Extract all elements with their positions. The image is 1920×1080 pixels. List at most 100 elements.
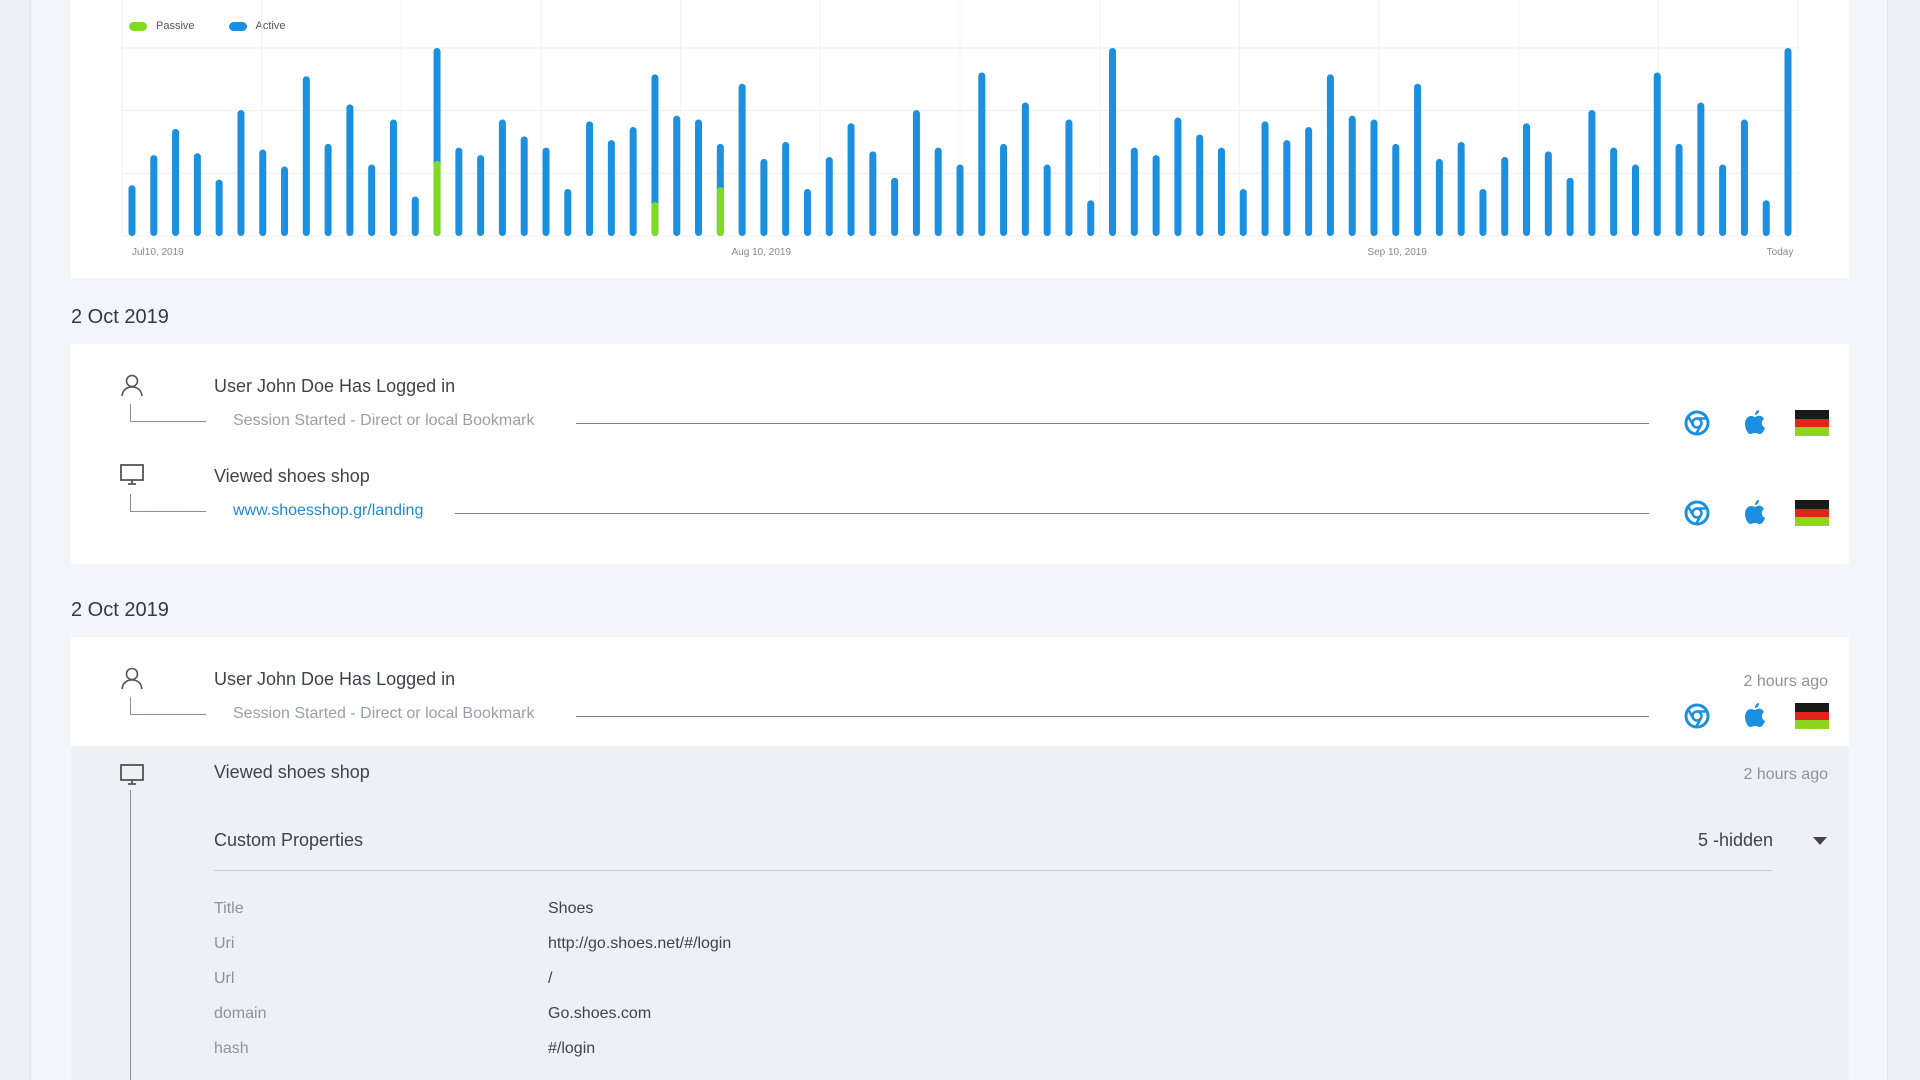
- bar-active[interactable]: [1588, 110, 1596, 236]
- bar-active[interactable]: [1740, 119, 1748, 236]
- bar-active[interactable]: [869, 151, 877, 236]
- bar-passive[interactable]: [716, 187, 724, 236]
- bar-active[interactable]: [586, 121, 594, 236]
- bar-active[interactable]: [564, 189, 572, 236]
- bar-active[interactable]: [302, 76, 310, 236]
- x-tick-label: Jul10, 2019: [132, 247, 184, 258]
- bar-active[interactable]: [1479, 189, 1487, 236]
- bar-active[interactable]: [629, 126, 637, 236]
- property-value: Go.shoes.com: [548, 1005, 652, 1022]
- bar-active[interactable]: [1762, 200, 1770, 236]
- bar-active[interactable]: [1152, 155, 1160, 236]
- bar-active[interactable]: [1130, 147, 1138, 236]
- bar-active[interactable]: [150, 155, 158, 236]
- bar-active[interactable]: [803, 189, 811, 236]
- bar-active[interactable]: [1065, 119, 1073, 236]
- bar-active[interactable]: [1021, 102, 1029, 237]
- event-title: Viewed shoes shop: [214, 762, 370, 782]
- bar-active[interactable]: [411, 196, 419, 236]
- bar-active[interactable]: [1239, 189, 1247, 236]
- bar-active[interactable]: [520, 136, 528, 236]
- bar-active[interactable]: [847, 123, 855, 236]
- event-page-view-expanded[interactable]: Viewed shoes shop 2 hours ago Custom Pro…: [71, 746, 1849, 1080]
- bar-active[interactable]: [651, 74, 659, 236]
- event-subtitle: Session Started - Direct or local Bookma…: [233, 412, 541, 430]
- activity-bar-chart: Jul10, 2019 Aug 10, 2019 Sep 10, 2019 Today: [121, 0, 1799, 258]
- bar-active[interactable]: [1087, 200, 1095, 236]
- bar-active[interactable]: [1000, 143, 1008, 236]
- bar-active[interactable]: [346, 104, 354, 237]
- bar-active[interactable]: [1348, 115, 1356, 236]
- caret-down-icon[interactable]: [1811, 832, 1829, 850]
- bar-active[interactable]: [695, 119, 703, 236]
- bar-active[interactable]: [1566, 177, 1574, 236]
- bar-active[interactable]: [912, 110, 920, 236]
- event-url-link[interactable]: www.shoesshop.gr/landing: [233, 502, 430, 520]
- bar-active[interactable]: [782, 142, 790, 236]
- property-value: http://go.shoes.net/#/login: [548, 935, 732, 952]
- bar-active[interactable]: [324, 143, 332, 236]
- bar-active[interactable]: [1435, 158, 1443, 236]
- event-login[interactable]: User John Doe Has Logged in Session Star…: [71, 372, 1849, 452]
- bar-active[interactable]: [1109, 48, 1117, 236]
- bar-active[interactable]: [760, 158, 768, 236]
- timeline-card: User John Doe Has Logged in 2 hours ago …: [71, 637, 1849, 747]
- bar-active[interactable]: [1283, 140, 1291, 236]
- bar-active[interactable]: [259, 149, 267, 236]
- legend-item-active[interactable]: Active: [228, 20, 286, 32]
- bar-active[interactable]: [389, 119, 397, 236]
- bar-active[interactable]: [172, 128, 180, 236]
- bar-active[interactable]: [477, 155, 485, 236]
- bar-active[interactable]: [1523, 123, 1531, 236]
- bar-active[interactable]: [1719, 164, 1727, 236]
- bar-active[interactable]: [1631, 164, 1639, 236]
- bar-active[interactable]: [1196, 134, 1204, 236]
- bar-active[interactable]: [956, 164, 964, 236]
- bar-active[interactable]: [1174, 117, 1182, 236]
- bar-passive[interactable]: [651, 202, 659, 236]
- bar-active[interactable]: [1217, 147, 1225, 236]
- bar-active[interactable]: [1370, 119, 1378, 236]
- legend-item-passive[interactable]: Passive: [129, 20, 195, 32]
- bar-active[interactable]: [498, 119, 506, 236]
- bar-active[interactable]: [1261, 121, 1269, 236]
- bar-passive[interactable]: [433, 160, 441, 236]
- bar-active[interactable]: [738, 83, 746, 236]
- x-tick-label: Today: [1767, 247, 1794, 258]
- bar-active[interactable]: [1414, 83, 1422, 236]
- bar-active[interactable]: [215, 179, 223, 236]
- bar-active[interactable]: [1784, 48, 1792, 236]
- bar-active[interactable]: [1610, 147, 1618, 236]
- bar-active[interactable]: [1457, 142, 1465, 236]
- bar-active[interactable]: [237, 110, 245, 236]
- bar-active[interactable]: [1043, 164, 1051, 236]
- bar-active[interactable]: [978, 72, 986, 236]
- bar-active[interactable]: [1653, 72, 1661, 236]
- bar-active[interactable]: [128, 185, 136, 236]
- bar-active[interactable]: [1697, 102, 1705, 237]
- bar-active[interactable]: [1675, 143, 1683, 236]
- bar-active[interactable]: [673, 115, 681, 236]
- bar-active[interactable]: [193, 153, 201, 236]
- bar-active[interactable]: [281, 166, 289, 236]
- property-key: domain: [214, 1005, 267, 1022]
- bar-active[interactable]: [1544, 151, 1552, 236]
- bar-active[interactable]: [368, 164, 376, 236]
- connector-horizontal: [130, 421, 206, 422]
- bar-active[interactable]: [1326, 74, 1334, 236]
- property-key: hash: [214, 1040, 249, 1057]
- event-login[interactable]: User John Doe Has Logged in 2 hours ago …: [71, 665, 1849, 745]
- event-tech-icons: [1679, 701, 1829, 731]
- bar-active[interactable]: [1305, 126, 1313, 236]
- bar-active[interactable]: [891, 177, 899, 236]
- bar-active[interactable]: [607, 140, 615, 236]
- bar-active[interactable]: [542, 147, 550, 236]
- bar-active[interactable]: [455, 147, 463, 236]
- bar-active[interactable]: [825, 157, 833, 236]
- bar-active[interactable]: [1501, 157, 1509, 236]
- legend-label-passive: Passive: [156, 20, 195, 32]
- bar-active[interactable]: [1392, 143, 1400, 236]
- event-page-view[interactable]: Viewed shoes shop www.shoesshop.gr/landi…: [71, 462, 1849, 542]
- event-title: Viewed shoes shop: [214, 466, 370, 486]
- bar-active[interactable]: [934, 147, 942, 236]
